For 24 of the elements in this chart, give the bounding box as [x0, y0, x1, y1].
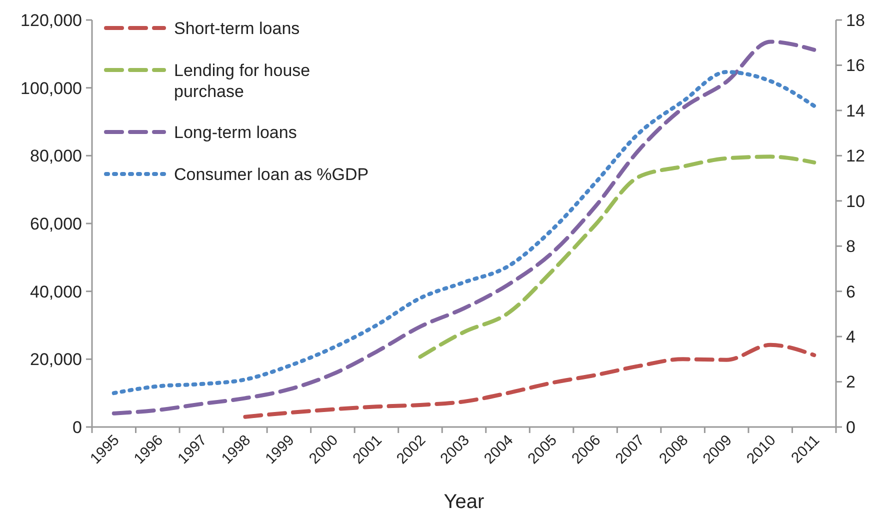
legend-label: Short-term loans: [174, 18, 300, 38]
legend-label: Long-term loans: [174, 122, 297, 142]
y2-tick-label: 8: [846, 237, 856, 256]
y-tick-label: 20,000: [30, 350, 82, 370]
y-tick-label: 120,000: [20, 10, 82, 30]
y-tick-label: 100,000: [20, 78, 82, 98]
y2-tick-label: 14: [846, 101, 865, 120]
line-series: [418, 154, 816, 359]
legend-label: Consumer loan as %GDP: [174, 164, 369, 184]
x-axis-title: Year: [444, 491, 485, 513]
y-tick-label: 60,000: [30, 214, 82, 234]
legend-label: Lending for house purchase: [174, 60, 310, 102]
y2-tick-label: 0: [846, 418, 856, 437]
y-tick-label: 80,000: [30, 146, 82, 166]
y-tick-label: 40,000: [30, 282, 82, 302]
y2-tick-label: 16: [846, 56, 865, 76]
y-tick-label: 0: [72, 418, 82, 437]
y2-tick-label: 2: [846, 372, 856, 392]
line-series: [243, 342, 816, 419]
y2-tick-label: 6: [846, 282, 856, 302]
y2-tick-label: 18: [846, 10, 865, 30]
y2-tick-label: 4: [846, 328, 856, 347]
y2-tick-label: 10: [846, 192, 865, 211]
y2-tick-label: 12: [846, 146, 865, 166]
